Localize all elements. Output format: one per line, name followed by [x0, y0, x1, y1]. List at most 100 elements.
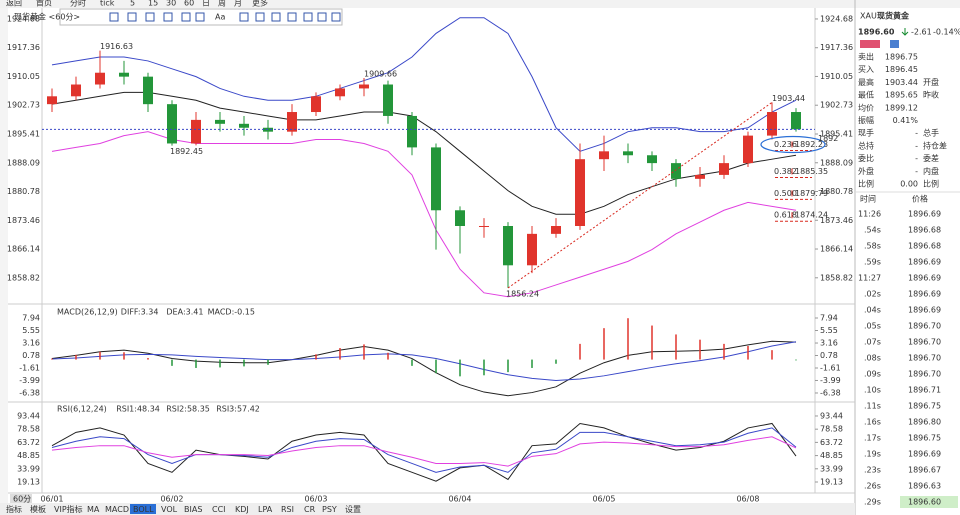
tab-bg[interactable] [255, 504, 276, 514]
tab[interactable]: PSY [322, 505, 337, 514]
quote-value: 0.41% [893, 116, 919, 125]
tab[interactable]: RSI [281, 505, 294, 514]
tick-price: 1896.70 [908, 322, 941, 331]
y-tick-label: 78.58 [820, 425, 843, 434]
date-label: 06/08 [736, 495, 759, 504]
y-tick-label: 3.16 [22, 339, 40, 348]
tab[interactable]: VOL [161, 505, 178, 514]
legend-entry: RSI2:58.35 [166, 405, 210, 414]
toolbar-item[interactable]: 返回 [6, 0, 22, 8]
toolbar-item[interactable]: 30 [166, 0, 176, 8]
drawing-tool-icon[interactable] [287, 12, 297, 22]
candle-body [575, 159, 585, 226]
y-tick-label: 1924.68 [7, 14, 40, 23]
y-tick-label: 1888.09 [820, 158, 853, 167]
candle-body [503, 225, 513, 266]
tab[interactable]: LPA [258, 505, 273, 514]
drawing-tool-icon[interactable] [195, 12, 205, 22]
y-tick-label: 1866.14 [820, 245, 853, 254]
tab[interactable]: 指标 [6, 504, 22, 514]
toolbar-item[interactable]: 15 [148, 0, 158, 8]
quote-value: 1903.44 [885, 78, 918, 87]
drawing-tool-icon[interactable] [331, 12, 341, 22]
candle-body [647, 155, 657, 164]
tick-price: 1896.71 [908, 386, 941, 395]
tab-bg[interactable] [232, 504, 253, 514]
legend-entry: DIFF:3.34 [121, 308, 159, 317]
table-header: 时间 [860, 194, 876, 204]
favorite-badge[interactable] [860, 40, 880, 48]
tab-bg[interactable] [158, 504, 179, 514]
tab[interactable]: MACD [105, 505, 129, 514]
drawing-tool-icon[interactable] [303, 12, 313, 22]
tab[interactable]: 设置 [345, 504, 361, 514]
toolbar-item[interactable]: 日 [202, 0, 210, 8]
tab-bg[interactable] [278, 504, 299, 514]
drawing-tool-text[interactable]: Aa [215, 13, 225, 22]
toolbar-item[interactable]: 60 [184, 0, 194, 8]
selected-row [900, 496, 958, 508]
candle-body [431, 147, 441, 211]
candle-body [95, 72, 105, 85]
tab[interactable]: 模板 [30, 504, 46, 514]
tab-bg[interactable] [102, 504, 128, 514]
drawing-tool-icon[interactable] [271, 12, 281, 22]
tab-bg[interactable] [319, 504, 340, 514]
tab-bg[interactable] [51, 504, 82, 514]
date-label: 06/05 [592, 495, 615, 504]
toolbar-item[interactable]: 更多 [252, 0, 268, 8]
drawing-tool-icon[interactable] [239, 12, 249, 22]
tab[interactable]: VIP指标 [54, 504, 83, 514]
tab-bg[interactable] [84, 504, 100, 514]
quote-label: 委差 [923, 153, 939, 163]
y-tick-label: 48.85 [17, 451, 40, 460]
y-tick-label: 1873.46 [820, 216, 853, 225]
band-line [51, 131, 797, 298]
drawing-tool-icon[interactable] [163, 12, 173, 22]
tab[interactable]: CCI [212, 505, 226, 514]
tab[interactable]: KDJ [235, 505, 249, 514]
quote-label: 卖出 [858, 52, 874, 62]
candle-body [47, 96, 57, 105]
tab-bg[interactable] [3, 504, 25, 514]
quote-label: 买入 [858, 65, 874, 74]
y-tick-label: 5.55 [820, 326, 838, 335]
tab[interactable]: MA [87, 505, 100, 514]
tab-bg[interactable] [130, 504, 156, 514]
tab[interactable]: BOLL [133, 505, 154, 514]
candle-body [527, 233, 537, 266]
tick-time: .04s [864, 306, 881, 315]
tab-bg[interactable] [27, 504, 49, 514]
tab-bg[interactable] [342, 504, 364, 514]
alert-badge[interactable] [890, 40, 899, 48]
candle-body [767, 112, 777, 136]
toolbar-item[interactable]: 月 [234, 0, 242, 8]
candle-body [455, 210, 465, 226]
y-tick-label: 33.99 [820, 464, 843, 473]
drawing-tool-icon[interactable] [255, 12, 265, 22]
tab[interactable]: BIAS [184, 505, 202, 514]
toolbar-item[interactable]: 首页 [36, 0, 52, 8]
drawing-tool-icon[interactable] [181, 12, 191, 22]
quote-label: 委比 [858, 153, 874, 163]
tab-bg[interactable] [209, 504, 230, 514]
toolbar-item[interactable]: tick [100, 0, 115, 8]
toolbar-item[interactable]: 分时 [70, 0, 86, 8]
drawing-tool-icon[interactable] [317, 12, 327, 22]
drawing-tool-icon[interactable] [127, 12, 137, 22]
date-label: 06/01 [40, 495, 63, 504]
y-tick-label: 93.44 [17, 411, 40, 420]
drawing-tool-icon[interactable] [109, 12, 119, 22]
candle-body [191, 119, 201, 144]
toolbar-item[interactable]: 5 [130, 0, 135, 8]
tab[interactable]: CR [304, 505, 316, 514]
candle-body [71, 84, 81, 97]
tab-bg[interactable] [181, 504, 207, 514]
tab-bg[interactable] [301, 504, 317, 514]
quote-change-pct: -0.14% [933, 28, 960, 37]
y-tick-label: 1880.78 [7, 187, 40, 196]
drawing-tool-icon[interactable] [145, 12, 155, 22]
toolbar-item[interactable]: 周 [218, 0, 226, 8]
